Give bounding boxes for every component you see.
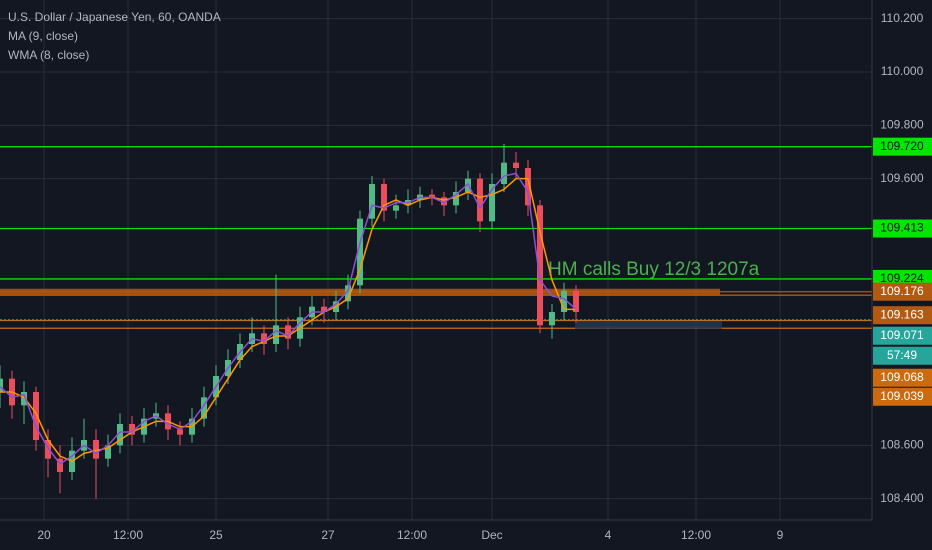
candle-body [549, 312, 555, 326]
candle-body [21, 392, 27, 406]
candle-body [0, 378, 3, 392]
candle-body [117, 424, 123, 446]
candle-body [369, 184, 375, 219]
countdown-label: 57:49 [887, 348, 917, 362]
current-price-label-bg [873, 326, 932, 345]
candle-body [453, 192, 459, 206]
candle-body [393, 205, 399, 211]
y-tick-label: 110.200 [881, 11, 924, 25]
candle-body [501, 162, 507, 184]
axis: 108.400 108.600 109.600 109.800 110.000 110.2… [37, 11, 932, 542]
candle-body [129, 424, 135, 435]
candle-body [321, 306, 327, 312]
candle-body [45, 440, 51, 459]
candle-body [261, 333, 267, 344]
level-label: 109.720 [880, 139, 924, 153]
level-label-bg [873, 137, 932, 156]
y-tick-label: 109.800 [880, 118, 924, 132]
ma-line [0, 172, 577, 466]
candle-body [285, 325, 291, 339]
candle-body [489, 184, 495, 222]
x-tick-label: 4 [605, 528, 612, 542]
x-tick-label: Dec [481, 528, 502, 542]
level-label: 109.068 [880, 370, 924, 384]
current-price-label: 109.071 [880, 328, 924, 342]
x-tick-label: 12:00 [681, 528, 711, 542]
candle-body [33, 392, 39, 440]
x-tick-label: 20 [37, 528, 51, 542]
candle-body [525, 168, 531, 206]
y-tick-label: 108.400 [880, 491, 924, 505]
level-label-bg [873, 387, 932, 406]
candle-body [381, 184, 387, 211]
level-label-bg [873, 368, 932, 387]
candle-body [201, 397, 207, 419]
candle-body [177, 429, 183, 435]
candle-body [573, 290, 579, 312]
position-box [575, 321, 722, 329]
y-tick-label: 109.600 [880, 171, 924, 185]
x-tick-label: 27 [321, 528, 335, 542]
candle-body [561, 290, 567, 312]
legend-entry: MA (9, close) [8, 29, 78, 43]
plot: HM calls Buy 12/3 1207a [0, 144, 760, 499]
candle-body [105, 445, 111, 459]
grid [0, 0, 872, 520]
x-tick-label: 12:00 [397, 528, 427, 542]
chart-title: U.S. Dollar / Japanese Yen, 60, OANDA [8, 10, 221, 24]
y-tick-label: 110.000 [881, 64, 924, 78]
legend-entry: WMA (8, close) [8, 48, 89, 62]
level-label: 109.163 [880, 307, 924, 321]
x-tick-label: 12:00 [113, 528, 143, 542]
level-label: 109.413 [880, 221, 924, 235]
annotation: HM calls Buy 12/3 1207a [548, 259, 760, 280]
x-tick-label: 9 [777, 528, 784, 542]
level-label-bg [873, 306, 932, 325]
candle-body [57, 458, 63, 472]
candle-body [441, 197, 447, 206]
candle-body [273, 325, 279, 344]
candle-body [429, 194, 435, 198]
level-label-bg [873, 282, 932, 301]
level-label: 109.176 [880, 284, 924, 298]
candle-body [477, 178, 483, 222]
candle-body [513, 162, 519, 168]
candle-body [537, 205, 543, 326]
y-tick-label: 108.600 [880, 438, 924, 452]
level-label-bg [873, 219, 932, 238]
candle-body [357, 218, 363, 286]
x-tick-label: 25 [209, 528, 223, 542]
candle-body [93, 440, 99, 459]
level-label: 109.224 [880, 271, 924, 285]
candle-body [345, 285, 351, 302]
countdown-label-bg [873, 346, 932, 365]
level-label: 109.039 [880, 389, 924, 403]
